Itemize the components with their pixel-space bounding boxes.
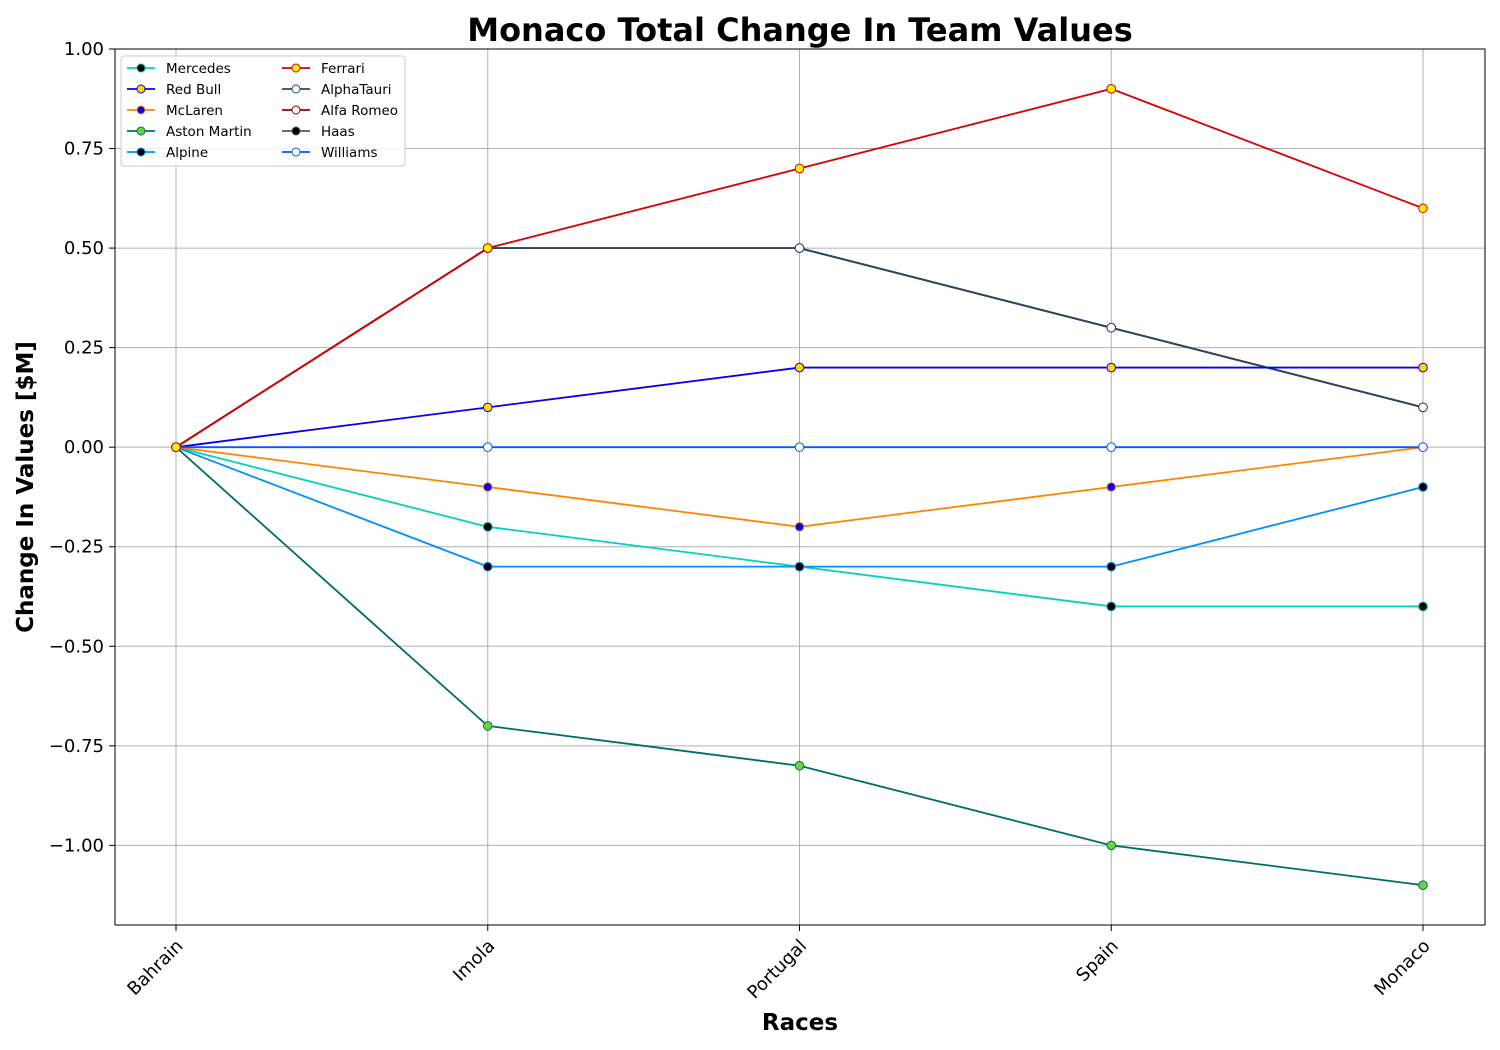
legend-label: Haas [321,124,355,140]
data-point-ferrari [1418,203,1428,214]
legend-label: Alfa Romeo [321,103,398,119]
legend-frame [120,55,406,167]
x-tick-label: Spain [1072,936,1122,986]
legend-item-alpine: Alpine [127,145,208,161]
y-tick-label: −1.00 [49,835,104,856]
data-point-williams [482,442,493,452]
legend-item-ferrari: Ferrari [282,61,365,77]
data-point-red-bull [1418,362,1428,373]
data-point-red-bull [794,362,805,373]
legend-swatch-marker [136,63,146,73]
x-tick-label: Imola [449,936,499,986]
data-point-williams [1106,442,1117,452]
y-tick-label: 0.75 [64,139,104,160]
legend-label: Aston Martin [166,124,252,140]
legend-swatch-marker [136,147,146,157]
grid [115,48,1485,925]
legend: Mercedes Red Bull McLaren Aston Martin Alpin… [120,55,406,167]
legend-item-alphatauri: AlphaTauri [282,82,392,98]
legend-label: Alpine [166,145,208,161]
series-red-bull [171,362,1428,452]
y-tick-label: −0.75 [49,736,104,757]
data-point-aston-martin [1418,880,1428,890]
series-williams [171,442,1428,452]
data-point-mclaren [482,482,493,492]
data-point-mercedes [482,522,493,532]
data-point-williams [794,442,805,452]
data-point-aston-martin [482,721,493,731]
data-point-ferrari [794,163,805,174]
legend-item-aston-martin: Aston Martin [127,124,252,140]
data-point-mclaren [1106,482,1117,492]
legend-label: Ferrari [321,61,365,77]
x-axis-label: Races [762,1010,838,1036]
x-tick-label: Portugal [743,936,811,1004]
legend-item-mercedes: Mercedes [127,61,231,77]
data-point-alpine [482,561,493,572]
data-point-mclaren [794,522,805,532]
data-point-aston-martin [794,760,805,771]
legend-swatch-marker [136,126,146,136]
legend-item-alfa-romeo: Alfa Romeo [282,103,398,119]
x-tick-label: Bahrain [123,936,187,1000]
legend-swatch-marker [291,126,301,136]
data-point-alphatauri [794,243,805,253]
legend-label: Williams [321,145,378,161]
y-axis-label: Change In Values [$M] [13,341,39,633]
legend-swatch-marker [136,84,146,94]
series-ferrari [171,84,1428,452]
data-point-alpine [1418,482,1428,492]
legend-swatch-marker [136,105,146,115]
data-point-alpine [1106,561,1117,572]
x-axis-ticks: Bahrain Imola Portugal Spain Monaco [123,925,1435,1004]
y-tick-label: 0.25 [64,338,104,359]
data-point-ferrari [482,243,493,253]
y-axis-ticks: 1.00 0.75 0.50 0.25 0.00 −0.25 −0.50 −0.75 −1.00 [49,39,115,856]
x-tick-label: Monaco [1370,936,1434,1000]
chart-title: Monaco Total Change In Team Values [467,11,1133,49]
legend-label: Red Bull [166,82,221,98]
y-tick-label: −0.25 [49,537,104,558]
legend-swatch-marker [291,105,301,115]
data-point-williams [1418,442,1428,452]
y-tick-label: 1.00 [64,39,104,60]
y-tick-label: −0.50 [49,636,104,657]
legend-item-red-bull: Red Bull [127,82,221,98]
series-layer [171,84,1428,890]
legend-swatch-marker [291,63,301,73]
legend-label: Mercedes [166,61,231,77]
legend-swatch-marker [291,84,301,94]
data-point-alpine [794,561,805,572]
legend-item-williams: Williams [282,145,378,161]
data-point-ferrari [1106,84,1117,94]
legend-label: McLaren [166,103,223,119]
legend-label: AlphaTauri [321,82,392,98]
data-point-alphatauri [1418,402,1428,413]
data-point-alphatauri [1106,322,1117,333]
y-tick-label: 0.00 [64,437,104,458]
data-point-mercedes [1418,601,1428,612]
data-point-red-bull [482,402,493,413]
legend-swatch-marker [291,147,301,157]
data-point-red-bull [1106,362,1117,373]
y-tick-label: 0.50 [64,238,104,259]
data-point-ferrari [171,442,181,452]
legend-item-haas: Haas [282,124,355,140]
data-point-mercedes [1106,601,1117,612]
data-point-aston-martin [1106,840,1117,851]
legend-item-mclaren: McLaren [127,103,223,119]
series-alpine [171,442,1428,572]
